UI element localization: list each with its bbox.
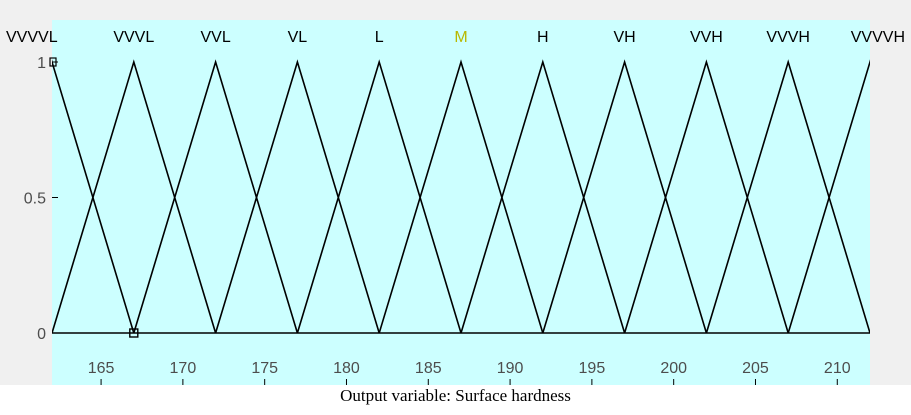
mf-label-vh: VH bbox=[613, 29, 635, 46]
marker-peak-handle[interactable] bbox=[49, 57, 57, 67]
mf-curve-m bbox=[378, 59, 544, 334]
x-tick-label: 210 bbox=[824, 360, 851, 377]
mf-curve-vvh bbox=[623, 59, 789, 334]
mf-curve-vvvh bbox=[705, 59, 870, 334]
x-axis-ticks: 165 170 175 180 185 190 195 200 205 210 bbox=[88, 360, 851, 385]
x-tick-label: 180 bbox=[333, 360, 360, 377]
mf-label-vvvl: VVVL bbox=[113, 29, 154, 46]
x-tick-label: 175 bbox=[251, 360, 278, 377]
x-tick-label: 185 bbox=[415, 360, 442, 377]
mf-curve-vvvl bbox=[52, 59, 217, 334]
mf-label-vvvvl: VVVVL bbox=[6, 29, 58, 46]
membership-curves bbox=[52, 59, 870, 334]
mf-label-vvh: VVH bbox=[690, 29, 723, 46]
y-tick-label: 0.5 bbox=[24, 191, 46, 208]
mf-curve-l bbox=[296, 59, 462, 334]
figure-background: 165 170 175 180 185 190 195 200 205 210 0 0.5 1 VVV… bbox=[0, 0, 911, 385]
mf-curve-vvl bbox=[133, 59, 299, 334]
mf-curve-vvvvl bbox=[52, 59, 135, 334]
y-tick-label: 0 bbox=[37, 326, 46, 343]
membership-function-chart: 165 170 175 180 185 190 195 200 205 210 0 0.5 1 VVV… bbox=[6, 20, 905, 385]
membership-labels: VVVVL VVVL VVL VL L M H VH VVH VVVH VVVVH bbox=[6, 29, 905, 46]
y-tick-label: 1 bbox=[37, 55, 46, 72]
x-tick-label: 190 bbox=[497, 360, 524, 377]
x-tick-label: 205 bbox=[742, 360, 769, 377]
mf-curve-h bbox=[460, 59, 626, 334]
selected-point-marker[interactable] bbox=[49, 57, 139, 338]
mf-curve-vvvvh bbox=[787, 59, 870, 334]
mf-curve-vl bbox=[214, 59, 380, 334]
x-tick-label: 195 bbox=[579, 360, 606, 377]
mf-label-vvvh: VVVH bbox=[766, 29, 810, 46]
mf-curve-vh bbox=[542, 59, 708, 334]
marker-square[interactable] bbox=[129, 328, 139, 338]
plot-area[interactable] bbox=[52, 20, 870, 385]
mf-label-h: H bbox=[537, 29, 549, 46]
mf-label-l: L bbox=[375, 29, 384, 46]
mf-label-m: M bbox=[454, 29, 467, 46]
mf-label-vvvvh: VVVVH bbox=[851, 29, 905, 46]
x-axis-caption: Output variable: Surface hardness bbox=[340, 386, 571, 405]
x-tick-label: 200 bbox=[660, 360, 687, 377]
mf-label-vl: VL bbox=[288, 29, 308, 46]
mf-label-vvl: VVL bbox=[200, 29, 230, 46]
x-tick-label: 170 bbox=[170, 360, 197, 377]
x-tick-label: 165 bbox=[88, 360, 115, 377]
